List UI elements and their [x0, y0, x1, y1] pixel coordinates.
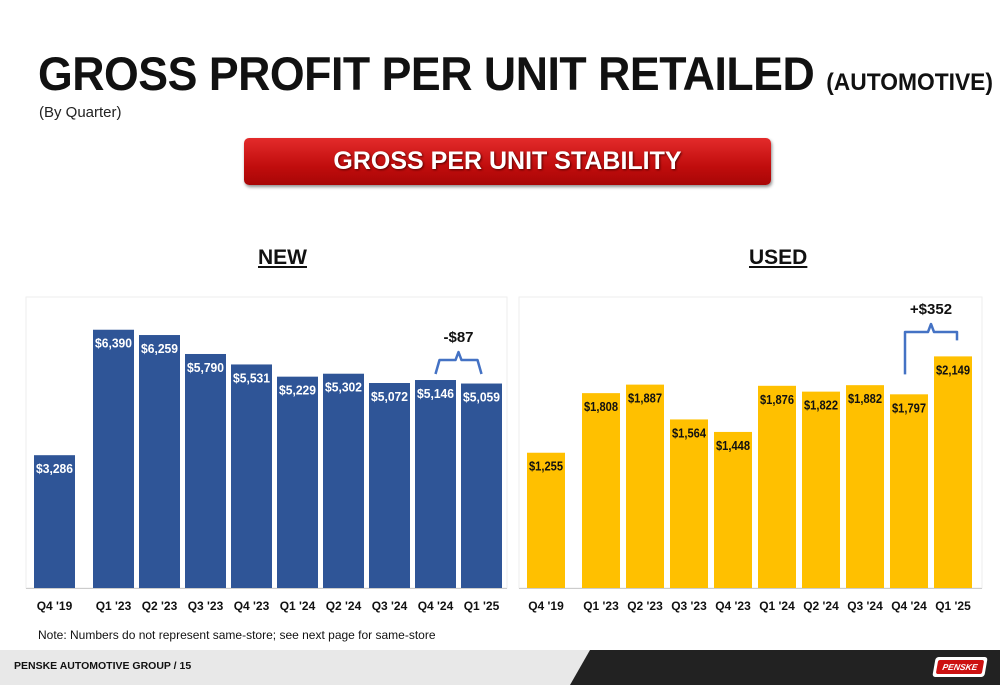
new-bar — [415, 380, 456, 588]
new-bar — [323, 373, 364, 588]
penske-logo: PENSKE — [932, 657, 988, 677]
used-data-label: $1,255 — [529, 459, 563, 474]
used-data-label: $1,887 — [628, 391, 662, 406]
used-tick-label: Q3 '23 — [671, 599, 707, 613]
used-annotation-bracket — [903, 322, 959, 375]
new-tick-label: Q3 '24 — [372, 599, 408, 613]
new-data-label: $5,229 — [279, 383, 316, 398]
new-bar — [369, 383, 410, 588]
footer-dark-panel — [570, 650, 1000, 685]
stability-banner: GROSS PER UNIT STABILITY — [244, 138, 771, 185]
footer-bar: PENSKE AUTOMOTIVE GROUP / 15 PENSKE — [0, 650, 1000, 685]
new-data-label: $5,531 — [233, 370, 270, 385]
used-bar — [527, 452, 565, 588]
used-bar — [802, 391, 840, 588]
used-data-label: $2,149 — [936, 362, 970, 377]
used-bar — [582, 393, 620, 588]
new-tick-label: Q1 '24 — [280, 599, 316, 613]
new-annotation-label: -$87 — [443, 329, 473, 346]
used-data-label: $1,808 — [584, 399, 618, 414]
footer-text: PENSKE AUTOMOTIVE GROUP / 15 — [14, 660, 192, 672]
new-bar — [185, 353, 226, 588]
used-tick-label: Q1 '24 — [759, 599, 795, 613]
used-bar — [626, 384, 664, 588]
new-tick-label: Q3 '23 — [188, 599, 224, 613]
used-bar — [758, 385, 796, 588]
new-data-label: $5,302 — [325, 380, 362, 395]
new-bar — [231, 364, 272, 588]
new-tick-label: Q4 '19 — [37, 599, 73, 613]
new-data-label: $5,059 — [463, 390, 500, 405]
new-data-label: $3,286 — [36, 461, 73, 476]
new-tick-label: Q4 '23 — [234, 599, 270, 613]
page-subtitle: (By Quarter) — [39, 104, 122, 121]
footnote: Note: Numbers do not represent same-stor… — [38, 628, 436, 642]
new-bar — [34, 455, 75, 588]
used-chart-title: USED — [749, 246, 808, 269]
used-bar — [670, 419, 708, 588]
used-annotation-label: +$352 — [910, 301, 952, 318]
used-tick-label: Q2 '23 — [627, 599, 663, 613]
page-title-suffix: (AUTOMOTIVE) — [826, 69, 993, 96]
new-data-label: $5,146 — [417, 386, 454, 401]
page-title-main: GROSS PROFIT PER UNIT RETAILED — [38, 47, 815, 100]
new-tick-label: Q2 '23 — [142, 599, 178, 613]
used-data-label: $1,564 — [672, 425, 707, 440]
used-tick-label: Q4 '19 — [528, 599, 564, 613]
used-bar — [890, 394, 928, 588]
used-tick-label: Q1 '23 — [583, 599, 619, 613]
used-data-label: $1,797 — [892, 400, 926, 415]
new-bar — [93, 329, 134, 588]
new-data-label: $6,259 — [141, 341, 178, 356]
used-tick-label: Q2 '24 — [803, 599, 839, 613]
used-tick-label: Q4 '23 — [715, 599, 751, 613]
used-data-label: $1,448 — [716, 438, 750, 453]
new-tick-label: Q4 '24 — [418, 599, 454, 613]
new-annotation-bracket — [434, 350, 483, 375]
used-data-label: $1,822 — [804, 398, 838, 413]
page-title: GROSS PROFIT PER UNIT RETAILED (AUTOMOTI… — [38, 50, 993, 97]
used-bar — [714, 431, 752, 588]
new-data-label: $5,072 — [371, 389, 408, 404]
new-chart: $3,286 Q4 '19 $6,390 Q1 '23 $6,259 Q2 '23 $5,7… — [25, 296, 508, 613]
used-tick-label: Q3 '24 — [847, 599, 883, 613]
used-bar — [934, 356, 972, 588]
new-data-label: $5,790 — [187, 360, 224, 375]
used-data-label: $1,882 — [848, 391, 882, 406]
new-bar — [461, 383, 502, 588]
new-tick-label: Q1 '23 — [96, 599, 132, 613]
used-tick-label: Q1 '25 — [935, 599, 971, 613]
new-tick-label: Q1 '25 — [464, 599, 500, 613]
used-tick-label: Q4 '24 — [891, 599, 927, 613]
new-bar — [139, 335, 180, 588]
new-data-label: $6,390 — [95, 336, 132, 351]
used-bar — [846, 385, 884, 588]
new-tick-label: Q2 '24 — [326, 599, 362, 613]
new-bar — [277, 376, 318, 588]
used-chart: $1,255 Q4 '19 $1,808 Q1 '23 $1,887 Q2 '23 $1,5… — [518, 296, 983, 613]
new-chart-title: NEW — [258, 246, 307, 269]
used-data-label: $1,876 — [760, 392, 794, 407]
